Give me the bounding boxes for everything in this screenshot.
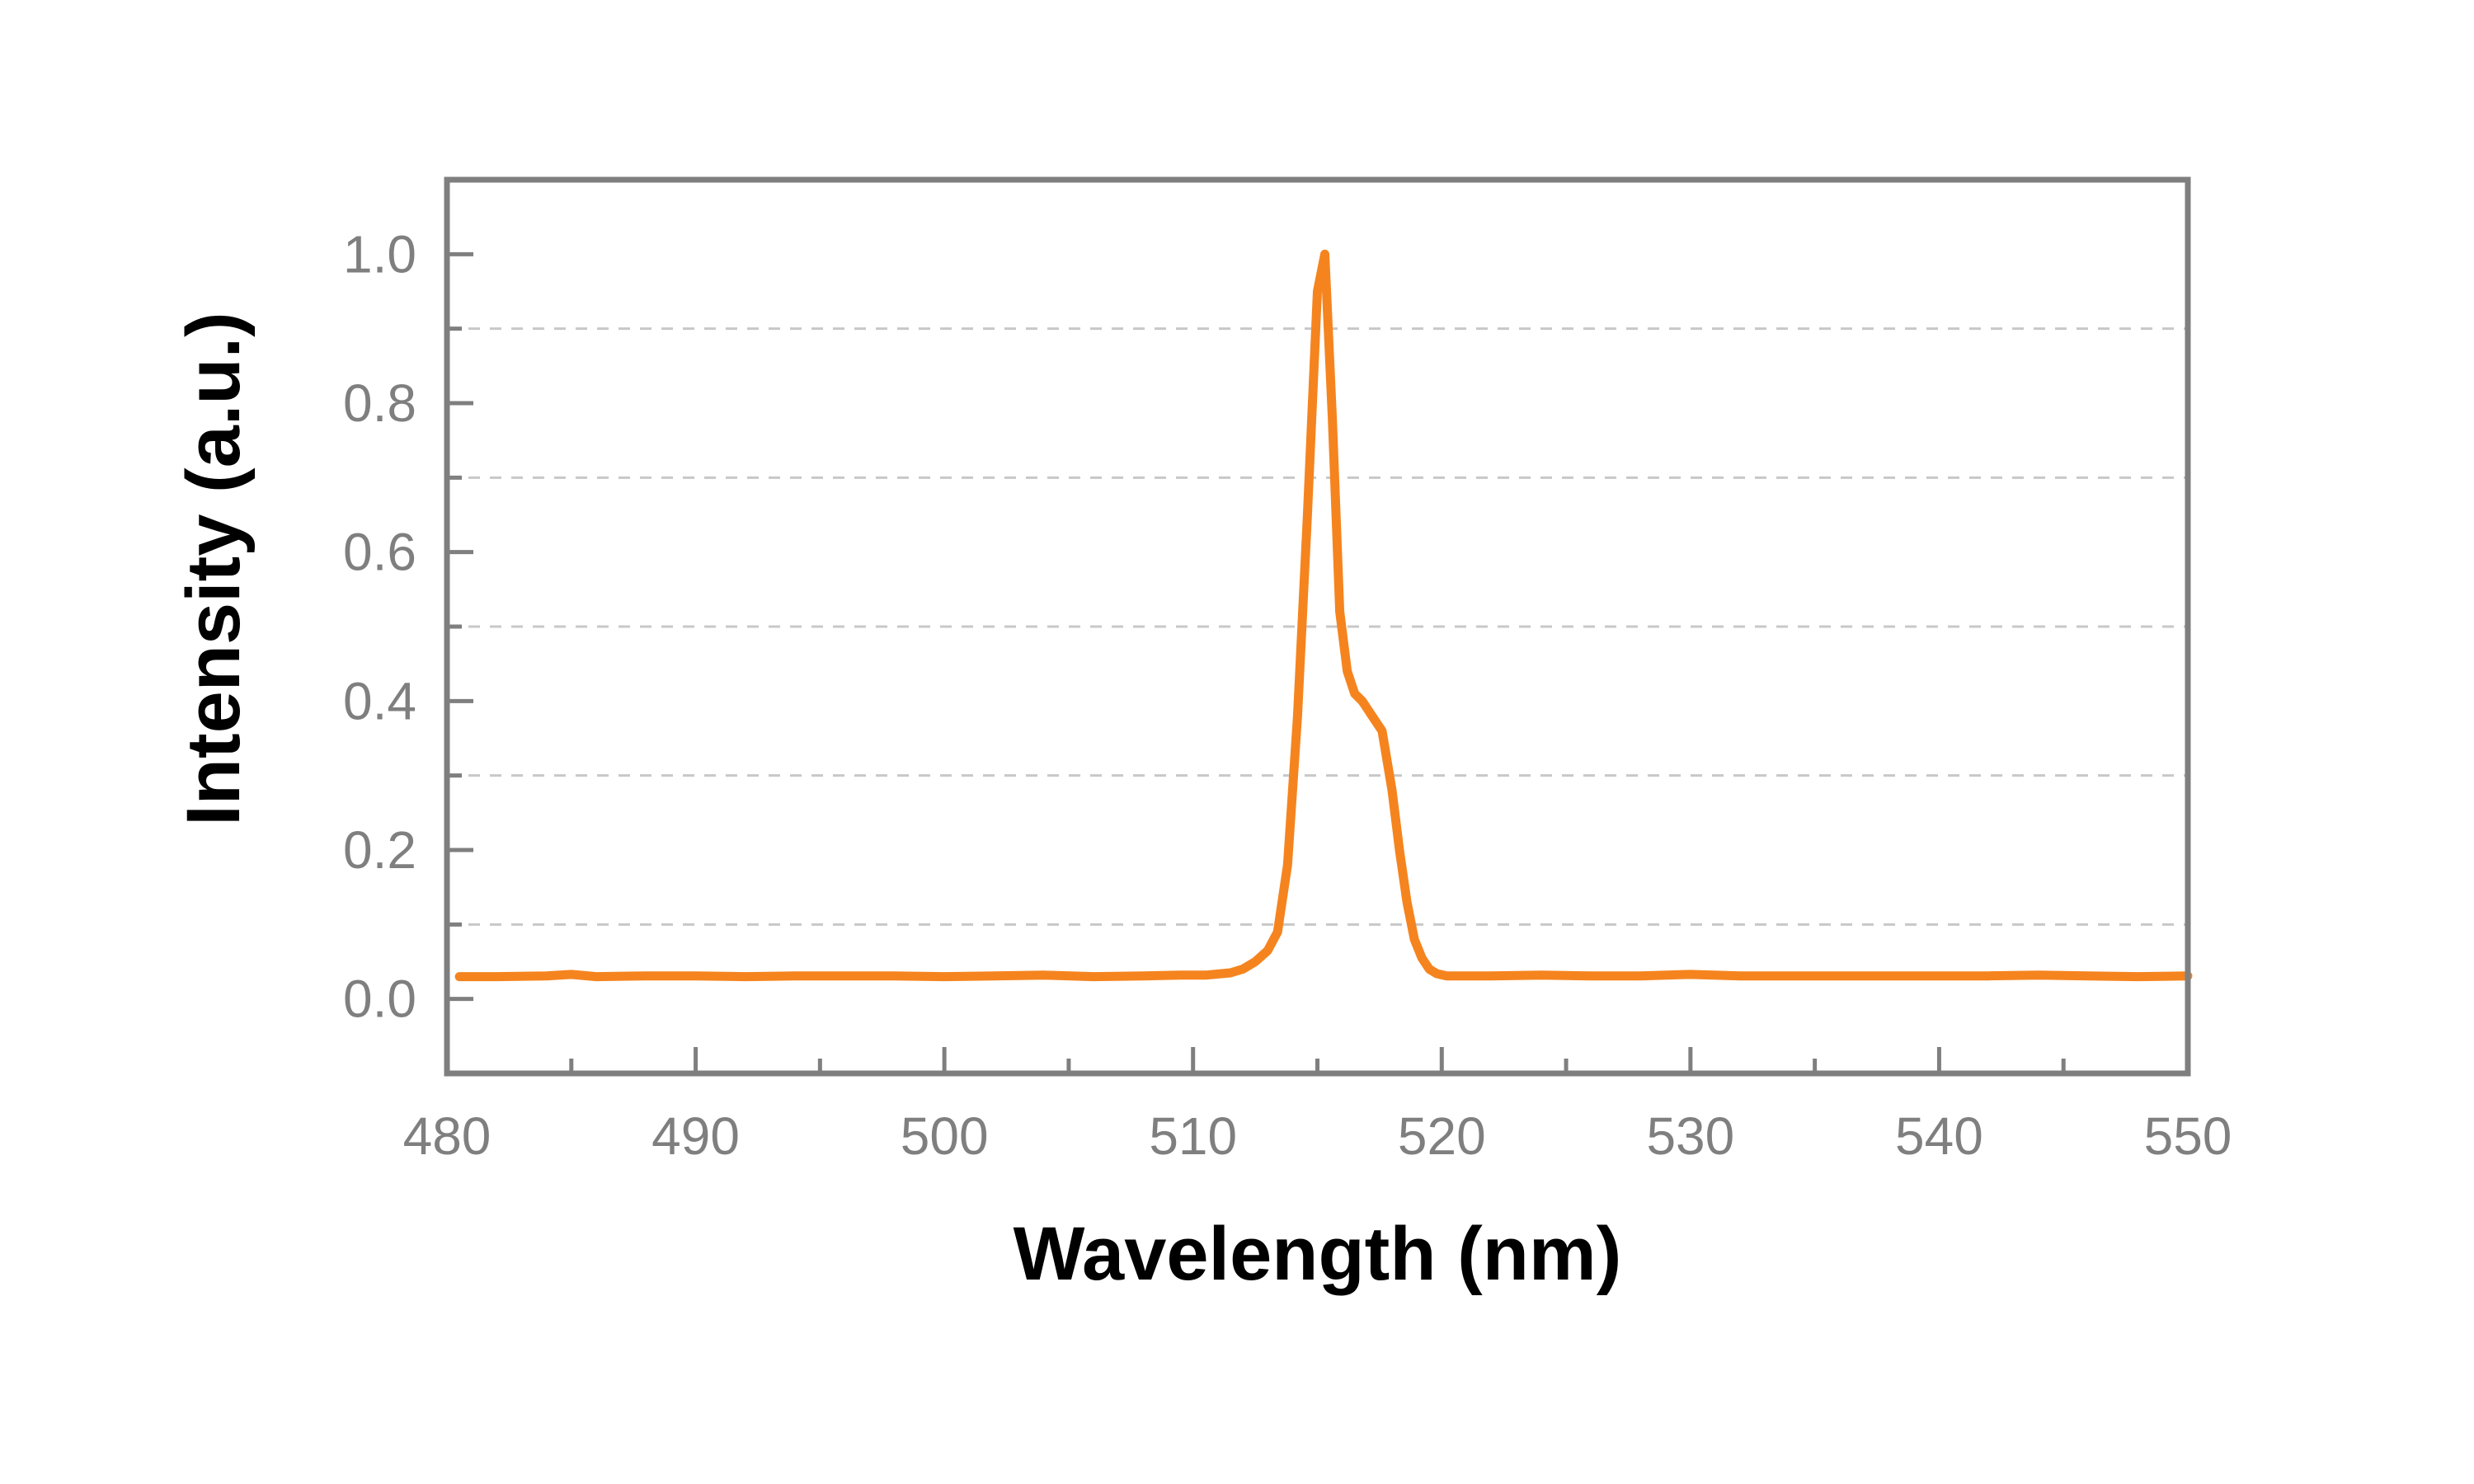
x-tick-label: 520 [1398, 1106, 1486, 1166]
y-tick-label: 0.2 [343, 820, 416, 880]
x-tick-label: 540 [1895, 1106, 1983, 1166]
x-tick-label: 490 [651, 1106, 740, 1166]
y-tick-label: 0.0 [343, 970, 416, 1029]
x-tick-label: 530 [1646, 1106, 1734, 1166]
gridlines [447, 327, 2188, 926]
spectrum-line [454, 249, 2193, 982]
x-tick-label: 550 [2144, 1106, 2232, 1166]
series-layer [454, 249, 2193, 982]
y-axis-title: Intensity (a.u.) [172, 312, 256, 826]
y-tick-label: 1.0 [343, 224, 416, 284]
x-tick-label: 510 [1149, 1106, 1237, 1166]
x-tick-label: 500 [901, 1106, 989, 1166]
x-tick-label: 480 [403, 1106, 492, 1166]
tick-labels: 480 490 500 510 520 530 540 550 0.0 0.2 0.4 0.6 0.8 1… [343, 224, 2232, 1166]
y-tick-label: 0.4 [343, 671, 416, 730]
y-tick-label: 0.8 [343, 373, 416, 433]
x-axis-title: Wavelength (nm) [1014, 1212, 1622, 1296]
tick-marks [444, 177, 2190, 1076]
y-tick-label: 0.6 [343, 523, 416, 582]
